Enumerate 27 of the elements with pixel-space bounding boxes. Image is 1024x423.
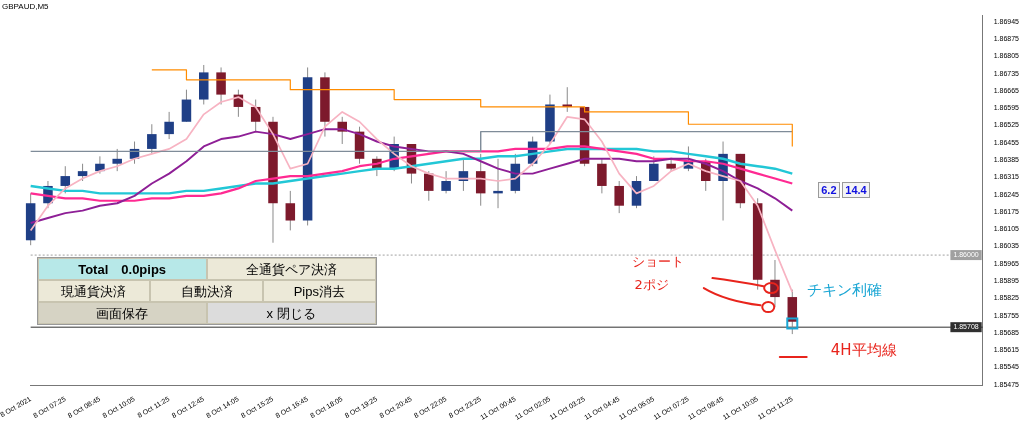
annotation: x 閉じる bbox=[266, 305, 316, 321]
annotation: Pips消去 bbox=[293, 283, 345, 299]
annotation: 14.4 bbox=[845, 183, 867, 196]
candlestick bbox=[649, 155, 659, 182]
chart-title: GBPAUD,M5 bbox=[2, 2, 50, 11]
candlestick bbox=[181, 89, 192, 123]
annotation: 画面保存 bbox=[96, 305, 149, 321]
annotation: 4H平均線 bbox=[830, 340, 897, 359]
candlestick bbox=[285, 190, 296, 231]
annotation: 2ポジ bbox=[634, 277, 669, 293]
candlestick bbox=[597, 158, 607, 194]
annotation: ショート bbox=[631, 254, 684, 270]
annotation: 自動決済 bbox=[180, 283, 233, 299]
candlestick bbox=[666, 158, 676, 172]
candlestick bbox=[60, 165, 71, 194]
candlestick bbox=[216, 66, 226, 105]
candlestick bbox=[614, 180, 624, 214]
candlestick bbox=[164, 111, 174, 140]
annotation: チキン利確 bbox=[806, 281, 882, 300]
annotation: Total 0.0pips bbox=[78, 261, 167, 277]
candlestick bbox=[441, 170, 451, 194]
candlestick bbox=[147, 123, 157, 155]
annotation: 現通貨決済 bbox=[61, 283, 127, 299]
candlestick bbox=[112, 148, 122, 172]
annotation: 全通貨ペア決済 bbox=[245, 261, 337, 277]
annotation: 6.2 bbox=[821, 183, 837, 196]
candlestick bbox=[424, 170, 434, 202]
